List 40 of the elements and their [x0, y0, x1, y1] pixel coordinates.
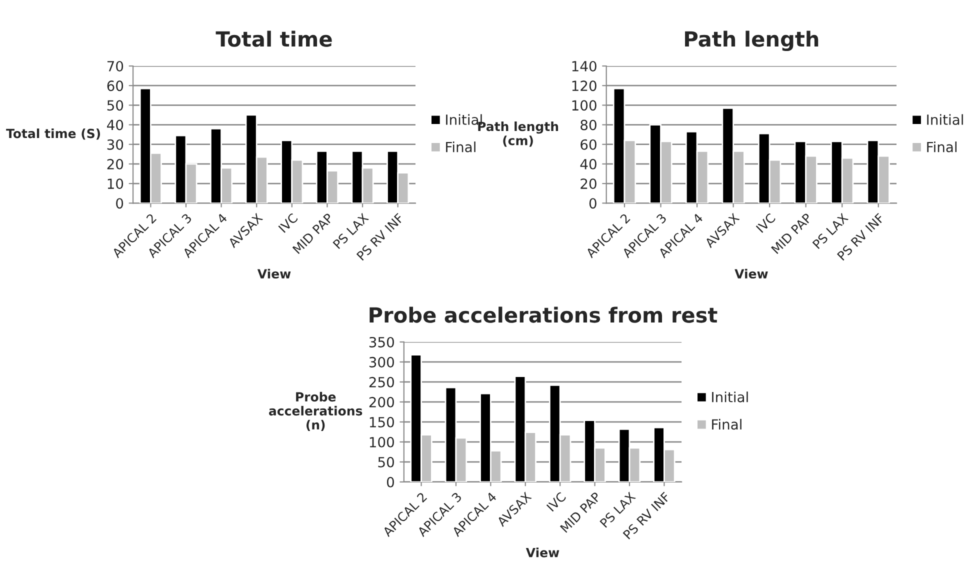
- y-tick-label: 0: [386, 476, 394, 488]
- y-tick-label: 100: [370, 436, 394, 448]
- y-tick-label: 80: [580, 120, 596, 130]
- y-tick-label: 50: [107, 100, 124, 111]
- y-tick-label: 120: [572, 80, 596, 92]
- y-tick-label: 350: [369, 336, 394, 348]
- x-tick-label: IVC: [756, 212, 776, 233]
- y-tick-label: 40: [580, 158, 596, 170]
- y-tick-label: 10: [108, 178, 124, 190]
- y-axis-title: Probe accelerations (n): [268, 392, 362, 432]
- y-tick-label: 140: [572, 60, 596, 72]
- chart-title: Probe accelerations from rest: [370, 306, 718, 323]
- legend-label: Initial: [712, 392, 748, 402]
- x-axis-title: View: [734, 268, 768, 279]
- chart-title: Total time: [216, 30, 332, 47]
- y-tick-label: 20: [580, 178, 596, 190]
- y-tick-label: 0: [589, 198, 596, 209]
- y-tick-label: 200: [369, 396, 394, 408]
- y-tick-label: 20: [107, 158, 124, 170]
- legend-label: Initial: [927, 114, 963, 125]
- y-tick-label: 100: [572, 100, 596, 111]
- x-tick-label: IVC: [546, 492, 566, 512]
- legend-label: Final: [927, 142, 957, 152]
- y-axis-title: Total time (S): [6, 128, 100, 140]
- y-tick-label: 30: [107, 139, 124, 150]
- x-tick-label: IVC: [278, 212, 298, 233]
- y-tick-label: 150: [370, 416, 394, 428]
- y-tick-label: 70: [107, 60, 124, 72]
- y-tick-label: 250: [369, 376, 394, 388]
- x-axis-title: View: [526, 548, 560, 558]
- x-axis-title: View: [257, 268, 291, 279]
- legend-label: Final: [712, 418, 742, 430]
- y-tick-label: 60: [580, 139, 596, 150]
- y-tick-label: 40: [107, 120, 124, 130]
- y-tick-label: 60: [107, 80, 124, 92]
- legend-label: Final: [446, 142, 476, 152]
- y-tick-label: 50: [378, 456, 394, 468]
- chart-title: Path length: [685, 30, 818, 52]
- y-tick-label: 0: [116, 198, 124, 209]
- y-tick-label: 300: [369, 356, 394, 368]
